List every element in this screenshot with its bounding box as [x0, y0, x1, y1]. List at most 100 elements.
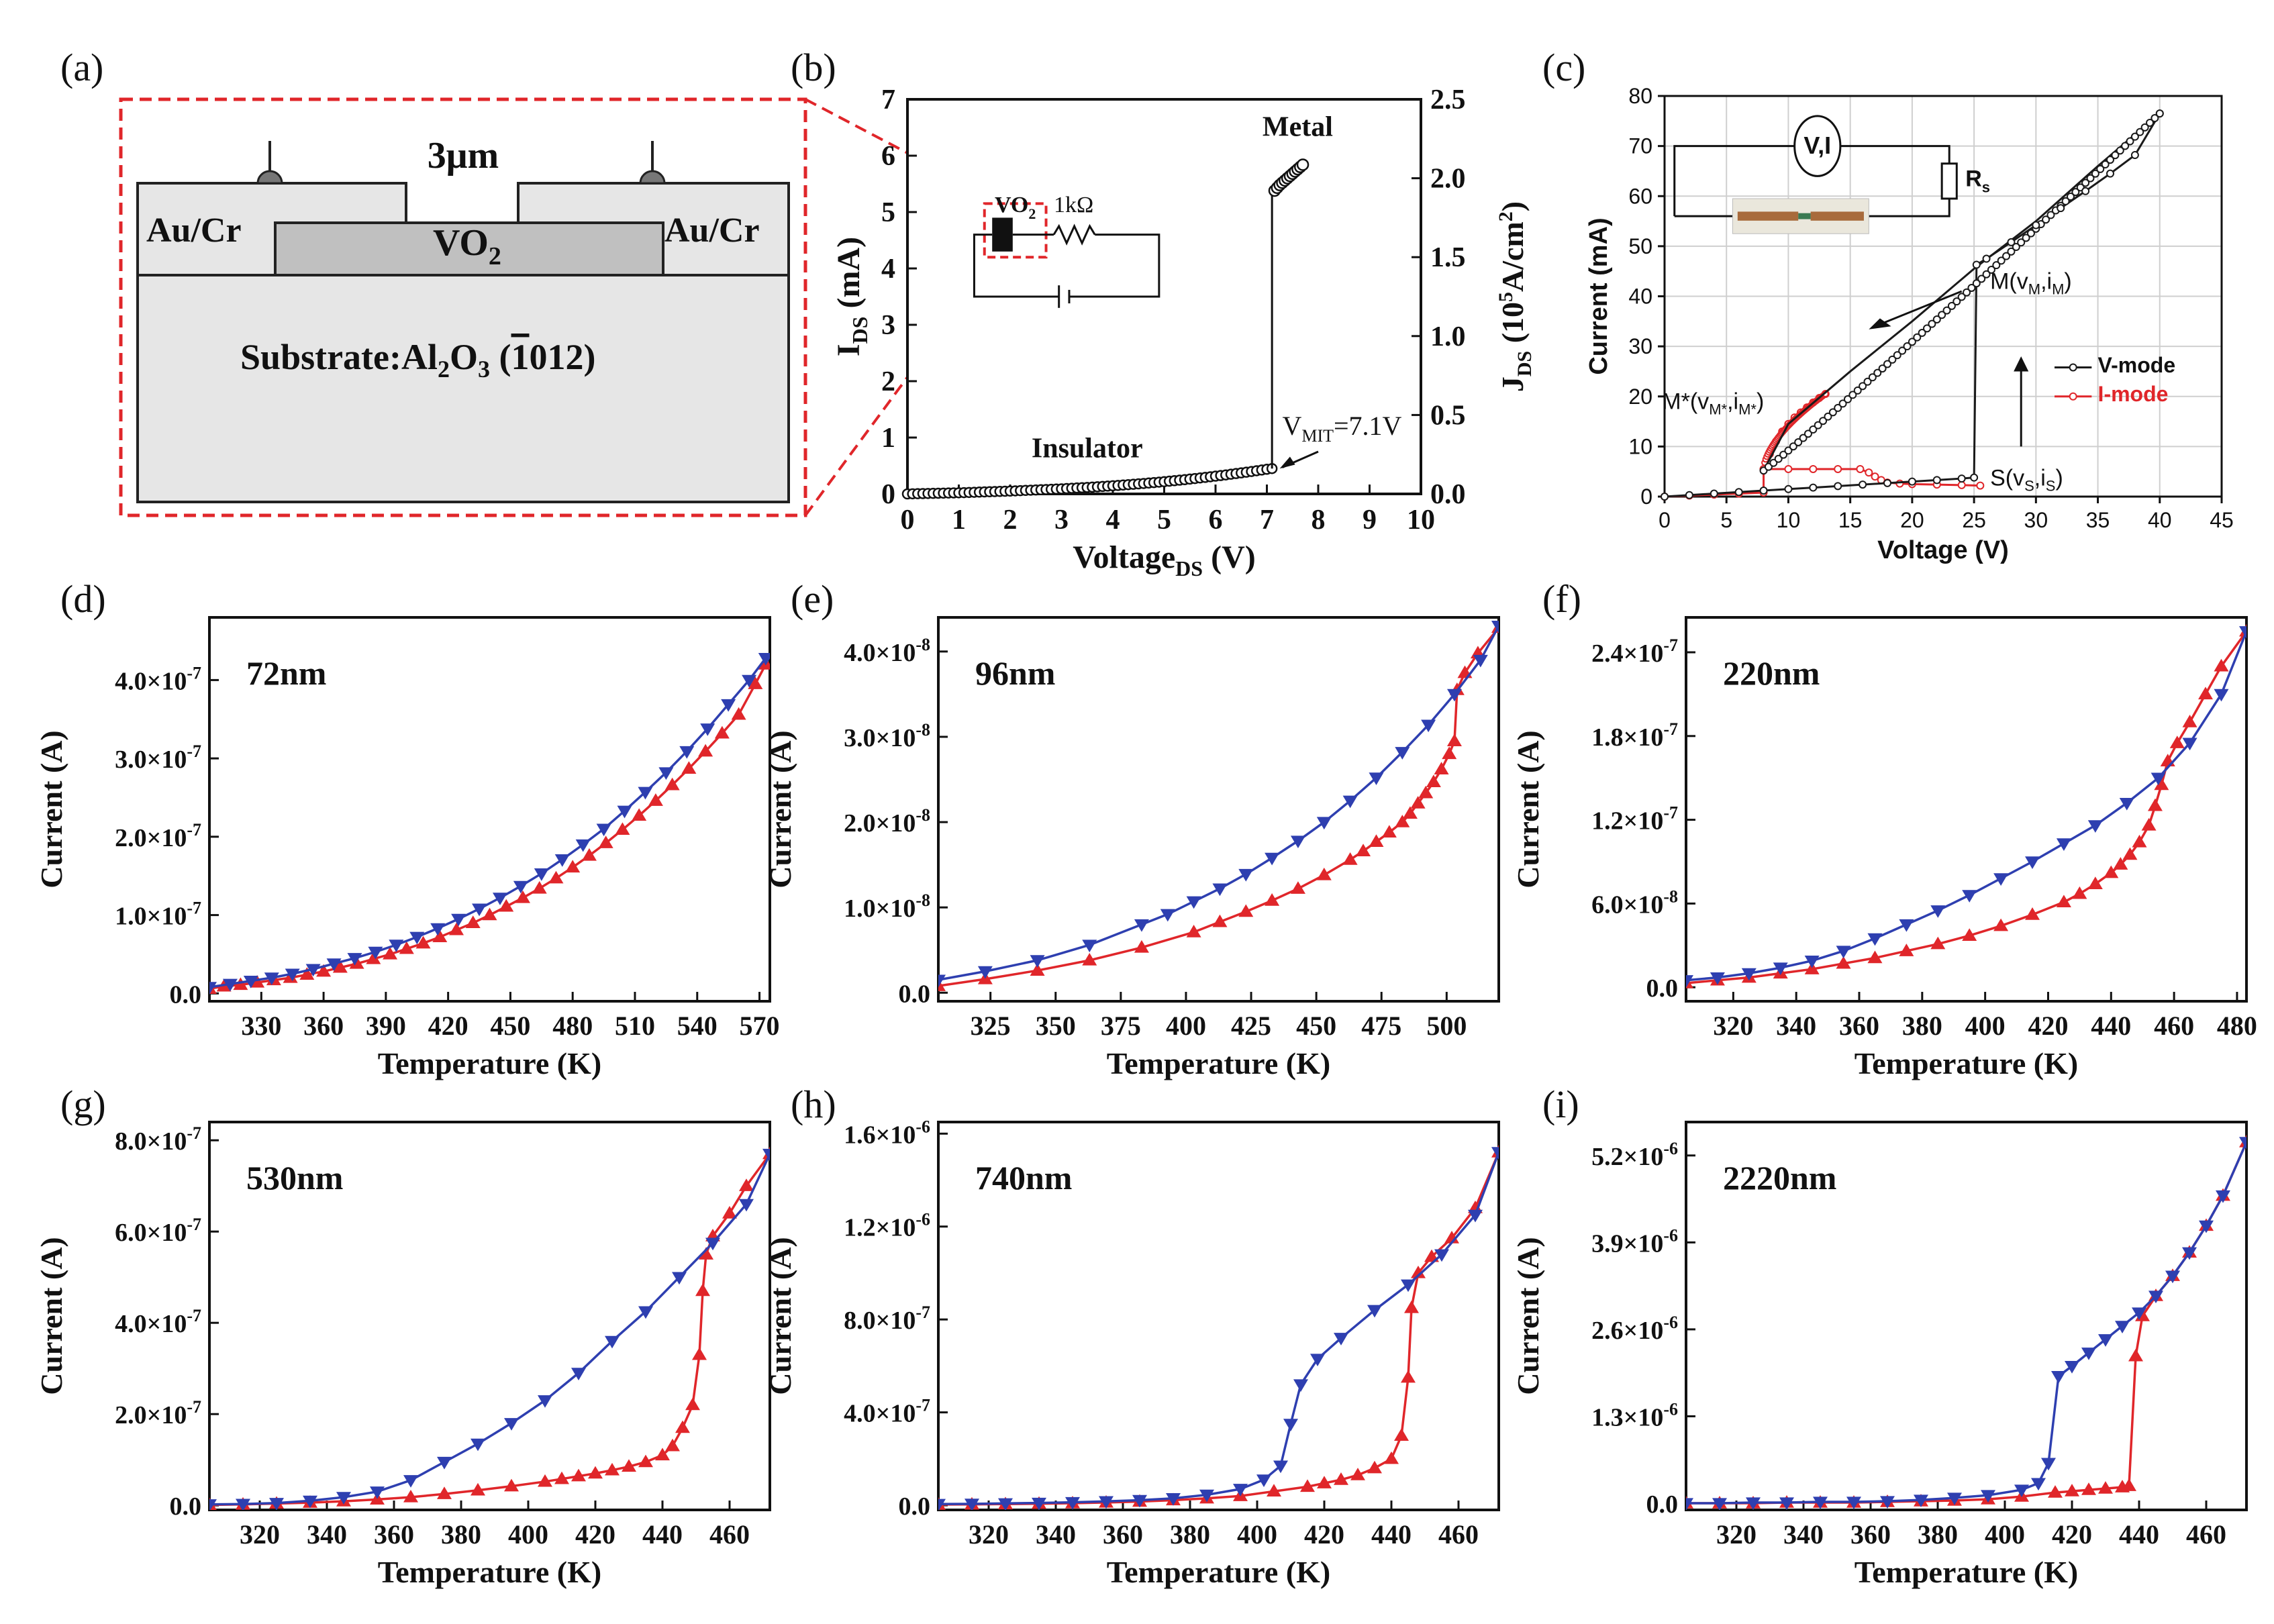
- x-tick-label: 375: [1101, 1011, 1141, 1041]
- sweep-arrow: [1874, 290, 1963, 327]
- data-point-heating: [1300, 1479, 1315, 1492]
- data-point-cooling: [1160, 909, 1175, 922]
- data-point-cooling: [513, 880, 528, 894]
- x-tick-label: 6: [1209, 505, 1223, 536]
- data-point-cooling: [389, 940, 404, 952]
- data-point-heating: [2072, 886, 2087, 899]
- data-point-cooling: [705, 1237, 720, 1251]
- data-point-cooling: [1265, 852, 1280, 866]
- x-tick-label: 400: [1965, 1011, 2006, 1041]
- data-point-heating: [515, 890, 530, 903]
- y2-tick-label: 2.5: [1430, 85, 1466, 115]
- data-point-V-mode: [1893, 351, 1901, 360]
- data-point-V-mode: [1784, 446, 1793, 455]
- plot-frame-top: [1663, 95, 2223, 498]
- data-point-V-mode: [1794, 438, 1803, 446]
- y-tick-label: 0: [1640, 485, 1652, 509]
- x-tick-label: 500: [1426, 1011, 1467, 1041]
- y2-tick-label: 0.5: [1430, 400, 1466, 431]
- circuit-wire: [1840, 145, 1950, 164]
- resistor: [1052, 223, 1096, 246]
- data-point-heating: [655, 1448, 670, 1461]
- x-tick-label: 350: [1036, 1011, 1076, 1041]
- data-point-heating: [538, 1474, 552, 1487]
- data-point-heating: [605, 1462, 620, 1476]
- y2-tick-label: 1.5: [1430, 242, 1466, 273]
- data-point-V-mode: [1859, 382, 1867, 391]
- data-point-heating: [739, 1178, 754, 1191]
- x-tick-label: 440: [2119, 1519, 2159, 1550]
- data-point-cooling: [1334, 1333, 1348, 1346]
- y-axis-label: IDS (mA): [831, 237, 872, 356]
- x-tick-label: 35: [2086, 508, 2110, 532]
- jump-arrowhead: [2014, 356, 2029, 372]
- data-point-V-mode: [1977, 274, 1986, 283]
- data-point-cooling: [938, 1499, 946, 1510]
- insulator-label: Insulator: [1032, 433, 1143, 464]
- data-point-cooling: [269, 1498, 284, 1510]
- series-layer: [209, 1146, 770, 1510]
- data-point-heating: [1442, 746, 1457, 760]
- data-point-V-mode: [1938, 311, 1946, 319]
- data-point-heating: [415, 935, 431, 949]
- data-point-heating: [699, 1247, 713, 1260]
- series-line-cooling: [209, 657, 767, 988]
- data-point-V-mode: [1883, 360, 1891, 368]
- data-point-cooling: [437, 1456, 452, 1470]
- y-tick-label: 1.0×10-7: [115, 899, 201, 931]
- data-point-heating: [2147, 798, 2163, 811]
- y-tick-label: 4: [881, 254, 895, 285]
- inset-resistor-label: 1kΩ: [1054, 193, 1093, 217]
- data-point-cooling: [305, 964, 321, 977]
- x-tick-label: 450: [490, 1011, 530, 1041]
- data-point-I-mode: [1784, 464, 1793, 473]
- data-point-cooling: [1256, 1474, 1271, 1488]
- data-point-cooling: [658, 767, 674, 780]
- resistor-label: Rs: [1965, 166, 1990, 195]
- data-point-V-mode: [2146, 118, 2155, 127]
- y-tick-label: 5: [881, 197, 895, 228]
- x-tick-label: 20: [1900, 508, 1924, 532]
- chart-i: 320 340 360 380 400 420 440 460 0.0 1.3×10-6 2.6×1…: [1511, 1121, 2248, 1589]
- data-point-V-mode: [1957, 474, 1966, 483]
- x-tick-label: 380: [1902, 1011, 1942, 1041]
- x-tick-label: 360: [1839, 1011, 1879, 1041]
- data-point-V-mode: [1710, 489, 1718, 498]
- data-point-cooling: [596, 823, 611, 837]
- data-point-V-mode: [1982, 270, 1991, 278]
- y-tick-label: 4.0×10-7: [115, 1306, 201, 1338]
- data-point-cooling: [1421, 719, 1436, 733]
- data-point-heating: [664, 777, 680, 791]
- data-point-heating: [1394, 1428, 1409, 1441]
- data-point-V-mode: [1834, 403, 1842, 412]
- inset-vo2-label: VO2: [995, 193, 1036, 222]
- data-point-heating: [1446, 733, 1462, 747]
- data-point-cooling: [2199, 1220, 2214, 1233]
- y-tick-label: 2.0×10-7: [115, 1397, 201, 1429]
- data-point-cooling: [2239, 1137, 2246, 1150]
- data-point-V-mode: [1987, 265, 1995, 274]
- x-tick-label: 480: [552, 1011, 593, 1041]
- y-tick-label: 1.2×10-7: [1591, 803, 1678, 835]
- data-point-heating: [2132, 834, 2147, 848]
- data-point-heating: [2056, 895, 2071, 908]
- x-tick-label: 440: [2091, 1011, 2131, 1041]
- thickness-label: 220nm: [1723, 654, 1820, 692]
- data-point-V-mode: [1932, 476, 1941, 485]
- series-resistor: [1940, 162, 1958, 200]
- data-point-V-mode: [1972, 279, 1981, 288]
- thickness-label: 740nm: [975, 1159, 1072, 1197]
- data-point-cooling: [409, 931, 425, 945]
- data-point-cooling: [451, 913, 466, 927]
- data-point-V-mode: [1828, 408, 1837, 417]
- data-point-heating: [2065, 1484, 2079, 1496]
- data-point-cooling: [326, 958, 342, 971]
- data-point-heating: [2048, 1485, 2063, 1498]
- circuit-wire: [1673, 145, 1795, 217]
- data-point-I-mode: [1809, 464, 1818, 473]
- data-point-V-mode: [2061, 197, 2070, 205]
- series-layer: [1686, 623, 2246, 988]
- data-point-cooling: [538, 1395, 552, 1408]
- data-point-V-mode: [1809, 425, 1818, 434]
- data-point-cooling: [2087, 820, 2103, 833]
